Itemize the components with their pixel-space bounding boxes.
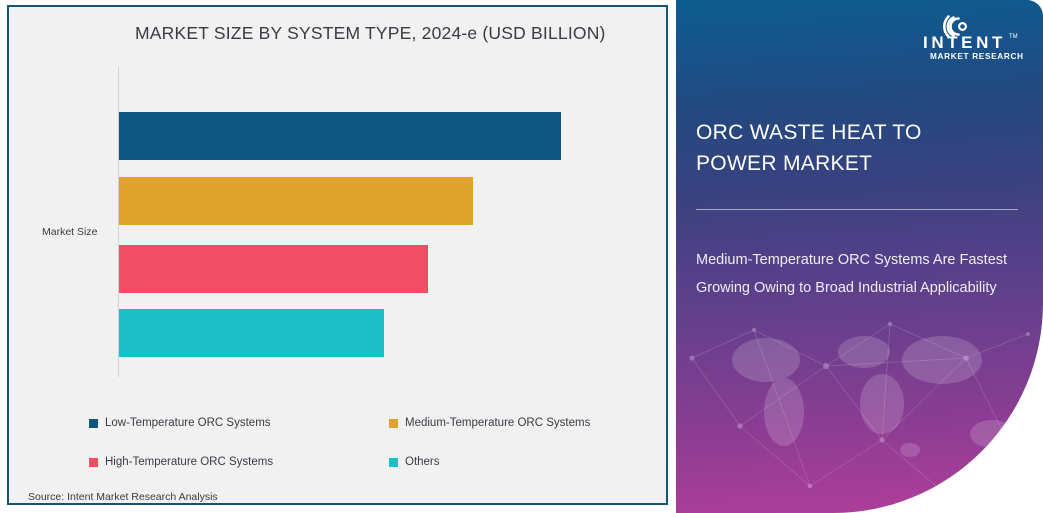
legend-label: Medium-Temperature ORC Systems [405, 417, 591, 429]
bar-1 [119, 112, 561, 160]
bar-3 [119, 245, 429, 293]
bar-2 [119, 177, 473, 225]
plot-area: Market Size [42, 62, 614, 382]
chart-title: MARKET SIZE BY SYSTEM TYPE, 2024-e (USD … [135, 23, 606, 43]
legend-row: Low-Temperature ORC Systems Medium-Tempe… [89, 417, 649, 456]
legend-item-others[interactable]: Others [389, 456, 440, 468]
right-gradient-panel: INTENT TM MARKET RESEARCH [676, 0, 1043, 513]
panel-heading: ORC WASTE HEAT TO POWER MARKET [696, 121, 922, 175]
world-map-decoration [732, 336, 1014, 457]
logo-trademark: TM [1009, 34, 1018, 40]
legend-swatch-icon [389, 418, 398, 428]
legend-item-low-temperature[interactable]: Low-Temperature ORC Systems [89, 417, 389, 429]
legend-row: High-Temperature ORC Systems Others [89, 456, 649, 495]
legend-label: Low-Temperature ORC Systems [105, 417, 271, 429]
y-axis-label: Market Size [42, 226, 98, 238]
legend-swatch-icon [89, 418, 98, 428]
legend-item-high-temperature[interactable]: High-Temperature ORC Systems [89, 456, 389, 468]
chart-panel: MARKET SIZE BY SYSTEM TYPE, 2024-e (USD … [7, 5, 668, 505]
legend-swatch-icon [389, 457, 398, 467]
legend-label: High-Temperature ORC Systems [105, 456, 274, 468]
bar-4 [119, 309, 385, 357]
legend-item-medium-temperature[interactable]: Medium-Temperature ORC Systems [389, 417, 590, 429]
bar-group [119, 62, 614, 382]
panel-divider [696, 209, 1018, 210]
legend-swatch-icon [89, 457, 98, 467]
y-axis-line [118, 67, 119, 377]
legend-label: Others [405, 456, 440, 468]
brand-logo[interactable]: INTENT TM MARKET RESEARCH [913, 8, 1025, 64]
chart-legend: Low-Temperature ORC Systems Medium-Tempe… [89, 417, 649, 495]
network-decoration [689, 321, 1030, 498]
logo-name: INTENT [923, 33, 1006, 52]
logo-tagline: MARKET RESEARCH [930, 52, 1024, 61]
panel-subtitle: Medium-Temperature ORC Systems Are Faste… [696, 252, 1008, 296]
source-note: Source: Intent Market Research Analysis [28, 491, 218, 503]
